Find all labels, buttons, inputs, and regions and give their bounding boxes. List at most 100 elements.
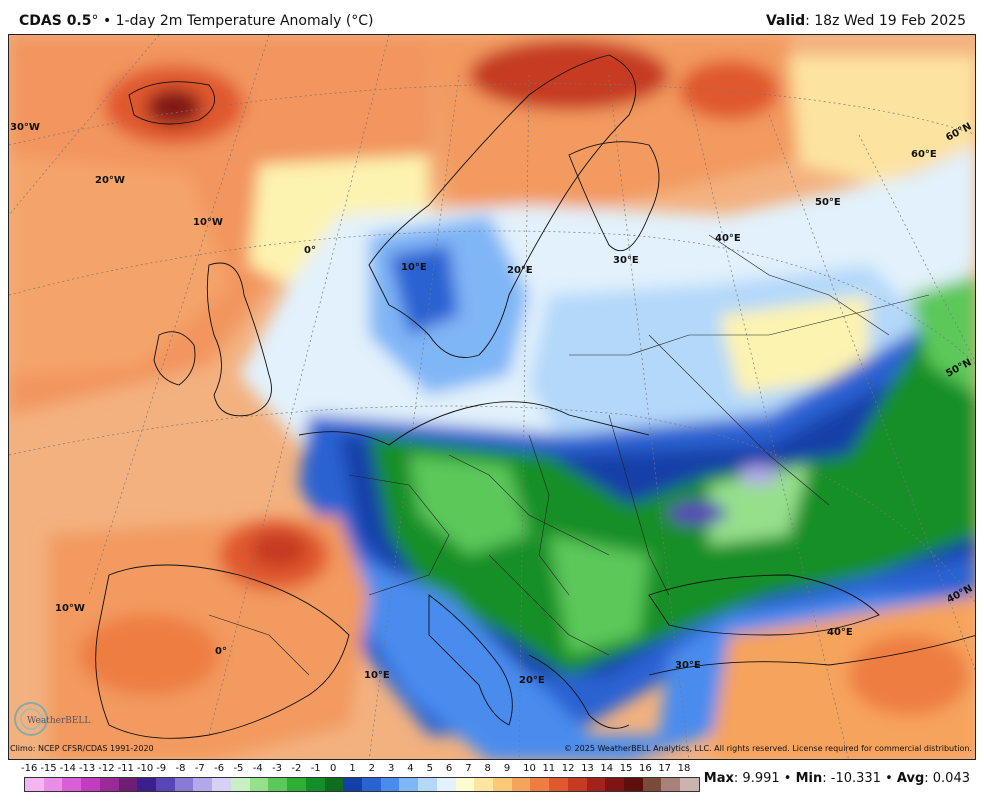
parallel-line bbox=[9, 405, 975, 603]
colorbar-swatch bbox=[343, 778, 362, 791]
colorbar-swatch bbox=[418, 778, 437, 791]
lon-label-10e: 10°E bbox=[401, 262, 427, 273]
border-line bbox=[488, 554, 610, 656]
colorbar-swatch bbox=[324, 778, 344, 791]
colorbar-swatch bbox=[586, 778, 606, 791]
colorbar-tick-label: -11 bbox=[117, 763, 134, 774]
colorbar-tick-label: -16 bbox=[21, 763, 38, 774]
weatherbell-logo: WeatherBELL bbox=[14, 702, 90, 736]
colorbar-tick-label: -4 bbox=[252, 763, 263, 774]
coastlines bbox=[95, 54, 975, 739]
germany-cold-patch bbox=[409, 455, 529, 555]
max-label: Max bbox=[703, 771, 734, 786]
norway-cold-core bbox=[389, 245, 459, 335]
colorbar-tick-label: 13 bbox=[581, 763, 594, 774]
colorbar-swatch bbox=[62, 778, 82, 791]
colorbar-tick-label: 7 bbox=[465, 763, 472, 774]
colorbar-tick-label: 8 bbox=[484, 763, 491, 774]
graticule bbox=[9, 35, 975, 759]
chart-title: CDAS 0.5° • 1-day 2m Temperature Anomaly… bbox=[19, 13, 374, 29]
border-line bbox=[208, 614, 310, 676]
border-line bbox=[708, 234, 890, 336]
greece-coast bbox=[528, 654, 630, 729]
colorbar-tick-label: -3 bbox=[272, 763, 283, 774]
colorbar-swatch bbox=[118, 778, 138, 791]
colorbar-tick-label: -10 bbox=[136, 763, 154, 774]
colorbar-tick-label: -7 bbox=[194, 763, 205, 774]
lon-label-0-south: 0° bbox=[215, 646, 227, 657]
colorbar-tick-label: -8 bbox=[175, 763, 186, 774]
europe-very-cold-field bbox=[369, 295, 975, 675]
colorbar-swatch bbox=[492, 778, 512, 791]
italy-coast bbox=[428, 594, 513, 726]
lon-label-0: 0° bbox=[304, 245, 316, 256]
colorbar-swatch bbox=[137, 778, 157, 791]
colorbar-tick-label: -13 bbox=[78, 763, 96, 774]
black-sea-coast bbox=[648, 574, 880, 636]
title-separator: • bbox=[102, 13, 112, 29]
colorbar-swatch bbox=[268, 778, 288, 791]
lon-label-10e-south: 10°E bbox=[364, 670, 390, 681]
map-canvas: 30°W 20°W 10°W 0° 10°E 20°E 30°E 40°E 50… bbox=[9, 35, 975, 759]
colorbar-tick-label: 5 bbox=[426, 763, 433, 774]
colorbar-swatch bbox=[455, 778, 475, 791]
colorbar-tick-label: 1 bbox=[349, 763, 356, 774]
border-line bbox=[448, 454, 610, 556]
colorbar-tick-label: 16 bbox=[639, 763, 652, 774]
barents-neutral bbox=[789, 55, 975, 185]
parallel-line bbox=[9, 230, 975, 364]
lon-label-50e: 50°E bbox=[815, 197, 841, 208]
meridian-line bbox=[368, 74, 460, 759]
colorbar-tick-label: 6 bbox=[445, 763, 453, 774]
lon-label-40e-south: 40°E bbox=[827, 627, 853, 638]
max-value: : 9.991 bbox=[733, 771, 780, 786]
iberia-warm-core bbox=[79, 615, 219, 695]
lon-label-10w: 10°W bbox=[193, 217, 223, 228]
degree-mark: ° bbox=[91, 13, 99, 29]
lon-label-30e-south: 30°E bbox=[675, 660, 701, 671]
avg-value: : 0.043 bbox=[924, 771, 970, 786]
colorbar-tick-label: 0 bbox=[330, 763, 337, 774]
colorbar-swatch bbox=[605, 778, 624, 791]
colorbar-swatch bbox=[474, 778, 493, 791]
colorbar-tick-label: -1 bbox=[310, 763, 321, 774]
kola-warm-core bbox=[679, 60, 779, 120]
colorbar-swatch bbox=[81, 778, 100, 791]
colorbar-swatch bbox=[43, 778, 63, 791]
meridian-line bbox=[688, 94, 849, 759]
lon-label-20w: 20°W bbox=[95, 175, 125, 186]
lon-label-20e: 20°E bbox=[507, 265, 533, 276]
colorbar-swatch bbox=[436, 778, 456, 791]
colorbar-swatch bbox=[174, 778, 194, 791]
meridian-line bbox=[518, 74, 530, 759]
parallel-line bbox=[9, 83, 975, 146]
ireland-coast bbox=[153, 331, 196, 386]
border-line bbox=[348, 474, 450, 596]
colorbar-swatch bbox=[399, 778, 419, 791]
chart-header: CDAS 0.5° • 1-day 2m Temperature Anomaly… bbox=[0, 0, 984, 34]
product-description: 1-day 2m Temperature Anomaly (°C) bbox=[115, 13, 374, 29]
border-line bbox=[648, 334, 830, 506]
secondary-cold-core bbox=[739, 465, 779, 485]
finland-coast bbox=[568, 141, 660, 252]
lon-label-20e-south: 20°E bbox=[519, 675, 545, 686]
turkey-coast bbox=[648, 635, 975, 676]
colorbar-swatch bbox=[212, 778, 231, 791]
border-line bbox=[608, 414, 670, 596]
lapland-warm-core bbox=[469, 40, 669, 110]
colorbar-tick-label: -12 bbox=[98, 763, 115, 774]
colorbar-tick-label: 18 bbox=[677, 763, 691, 774]
colorbar-swatch bbox=[361, 778, 381, 791]
logo-text: WeatherBELL bbox=[27, 716, 90, 726]
colorbar-tick-label: -5 bbox=[233, 763, 244, 774]
colorbar-tick-label: 15 bbox=[619, 763, 633, 774]
colorbar-tick-label: 9 bbox=[503, 763, 511, 774]
colorbar-tick-label: 17 bbox=[658, 763, 672, 774]
ukraine-cold-patch bbox=[709, 465, 809, 545]
valid-value: : 18z Wed 19 Feb 2025 bbox=[805, 13, 966, 29]
colorbar-swatch bbox=[642, 778, 662, 791]
colorbar-swatch bbox=[249, 778, 269, 791]
colorbar-swatch bbox=[230, 778, 250, 791]
lon-label-60e: 60°E bbox=[911, 149, 937, 160]
colorbar-tick-label: -14 bbox=[59, 763, 76, 774]
